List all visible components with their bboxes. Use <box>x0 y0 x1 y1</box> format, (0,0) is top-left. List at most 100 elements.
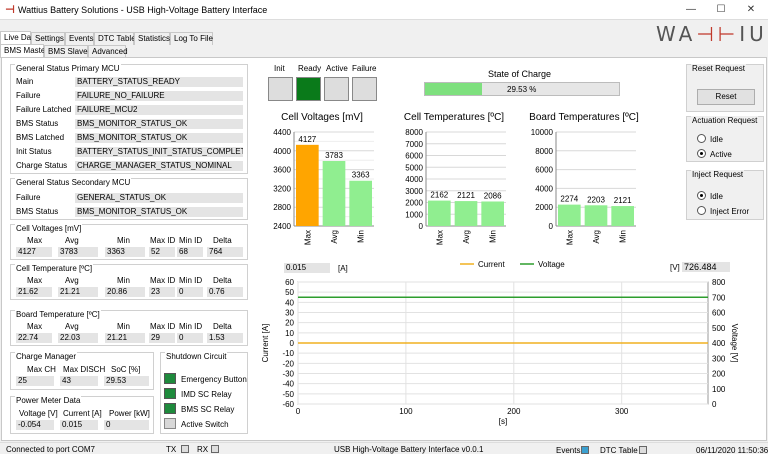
left-tick-label: -60 <box>282 400 294 409</box>
board-temp-min-id: 0 <box>177 333 203 343</box>
inject-error-radio[interactable] <box>697 206 706 215</box>
actuation-active-radio[interactable] <box>697 149 706 158</box>
tab-bms-slaves[interactable]: BMS Slaves <box>44 45 92 58</box>
dtc-table-indicator[interactable] <box>639 446 647 454</box>
bar-max <box>428 200 451 226</box>
tab-dtc-table[interactable]: DTC Table <box>94 32 136 45</box>
primary-mcu-title: General Status Primary MCU <box>15 64 121 73</box>
reset-request-group: Reset Request Reset <box>686 64 764 112</box>
y-tick-label: 0 <box>419 222 424 231</box>
current-voltage-chart: -60-50-40-30-20-100102030405060010020030… <box>261 260 739 426</box>
cell-voltage-avg: 3783 <box>58 247 98 257</box>
left-tick-label: -20 <box>282 359 294 368</box>
left-tick-label: 0 <box>290 339 295 348</box>
bms-sc-relay-indicator <box>164 403 176 414</box>
x-tick-label: 200 <box>507 407 521 416</box>
tab-bms-master[interactable]: BMS Master <box>0 44 48 58</box>
y-tick-label: 4000 <box>405 175 423 184</box>
bms-latched-value: BMS_MONITOR_STATUS_OK <box>75 133 243 143</box>
bar-max <box>558 204 581 226</box>
current-value: 0.015 <box>60 420 98 430</box>
inject-idle-radio[interactable] <box>697 191 706 200</box>
inject-request-title: Inject Request <box>691 170 745 179</box>
right-tick-label: 700 <box>712 293 726 302</box>
tab-live-data[interactable]: Live Data <box>0 31 38 45</box>
x-axis-label: [s] <box>499 417 507 426</box>
current-unit: [A] <box>338 264 348 273</box>
bar-value-label: 4127 <box>298 135 316 144</box>
tab-statistics[interactable]: Statistics <box>134 32 170 45</box>
state-ready-indicator <box>296 77 321 101</box>
right-tick-label: 300 <box>712 354 726 363</box>
app-version: USB High-Voltage Battery Interface v0.0.… <box>334 445 484 454</box>
y-tick-label: 0 <box>549 222 554 231</box>
current-readout: 0.015 <box>284 263 330 273</box>
left-tick-label: 40 <box>285 298 294 307</box>
board-temp-min: 21.21 <box>105 333 145 343</box>
bar-value-label: 2162 <box>430 191 448 200</box>
board-temp-delta: 1.53 <box>207 333 243 343</box>
bar-value-label: 3363 <box>352 171 370 180</box>
y-tick-label: 1000 <box>405 210 423 219</box>
cell-voltage-delta: 764 <box>207 247 243 257</box>
shutdown-circuit-group: Shutdown Circuit Emergency Button IMD SC… <box>160 352 248 434</box>
minimize-button[interactable]: — <box>686 4 696 15</box>
rx-indicator <box>211 445 219 453</box>
cell-temp-min: 20.86 <box>105 287 145 297</box>
cell-voltages-title: Cell Voltages [mV] <box>15 224 83 233</box>
category-label: Max <box>435 230 444 245</box>
legend-label: Current <box>478 260 505 269</box>
right-axis-label: Voltage [V] <box>730 324 739 363</box>
bar-value-label: 3783 <box>325 151 343 160</box>
board-temperatures-chart: Board Temperatures [ºC] 0 2000 4000 6000 8000… <box>529 112 639 245</box>
actuation-idle-label: Idle <box>710 135 723 144</box>
bar-min <box>349 180 372 226</box>
y-tick-label: 2800 <box>273 203 291 212</box>
col-header: Avg <box>65 322 79 331</box>
voltage-value: -0.054 <box>16 420 54 430</box>
left-axis-label: Current [A] <box>261 324 270 363</box>
active-switch-label: Active Switch <box>181 420 229 429</box>
board-temp-avg: 22.03 <box>58 333 98 343</box>
bms-status-value: BMS_MONITOR_STATUS_OK <box>75 119 243 129</box>
state-label-init: Init <box>274 64 285 73</box>
tab-log-to-file[interactable]: Log To File <box>170 32 213 45</box>
actuation-request-group: Actuation Request Idle Active <box>686 116 764 162</box>
left-tick-label: 10 <box>285 329 294 338</box>
events-indicator[interactable] <box>581 446 589 454</box>
col-header: Min ID <box>179 236 203 245</box>
tx-label: TX <box>166 445 177 454</box>
left-tick-label: 20 <box>285 319 294 328</box>
soc-progress-bar: 29.53 % <box>424 82 620 96</box>
bar-value-label: 2121 <box>614 196 632 205</box>
bar-value-label: 2086 <box>484 191 502 200</box>
x-tick-label: 300 <box>615 407 629 416</box>
cell-voltage-min-id: 68 <box>177 247 203 257</box>
chart-title: Cell Voltages [mV] <box>281 112 363 123</box>
window-title: Wattius Battery Solutions - USB High-Vol… <box>18 5 268 15</box>
active-switch-indicator <box>164 418 176 429</box>
actuation-idle-radio[interactable] <box>697 134 706 143</box>
col-header: Delta <box>213 322 232 331</box>
tab-settings[interactable]: Settings <box>31 32 65 45</box>
charge-manager-title: Charge Manager <box>15 352 78 361</box>
cell-temp-max: 21.62 <box>16 287 52 297</box>
left-tick-label: -50 <box>282 390 294 399</box>
y-tick-label: 8000 <box>535 147 553 156</box>
cell-temperature-group: Cell Temperature [ºC] Max Avg Min Max ID… <box>10 264 248 300</box>
close-button[interactable]: ✕ <box>746 4 756 15</box>
category-label: Avg <box>462 230 471 244</box>
reset-button[interactable]: Reset <box>697 89 755 105</box>
state-active-indicator <box>324 77 349 101</box>
state-failure-indicator <box>352 77 377 101</box>
bar-avg <box>584 205 608 226</box>
row-label: Main <box>16 77 34 86</box>
y-tick-label: 2000 <box>535 203 553 212</box>
maximize-button[interactable]: ☐ <box>716 4 726 15</box>
tab-events[interactable]: Events <box>65 32 94 45</box>
tab-advanced[interactable]: Advanced <box>88 45 128 58</box>
col-header: Avg <box>65 276 79 285</box>
col-header: Min <box>117 236 130 245</box>
y-tick-label: 4000 <box>535 184 553 193</box>
cell-temperature-title: Cell Temperature [ºC] <box>15 264 94 273</box>
